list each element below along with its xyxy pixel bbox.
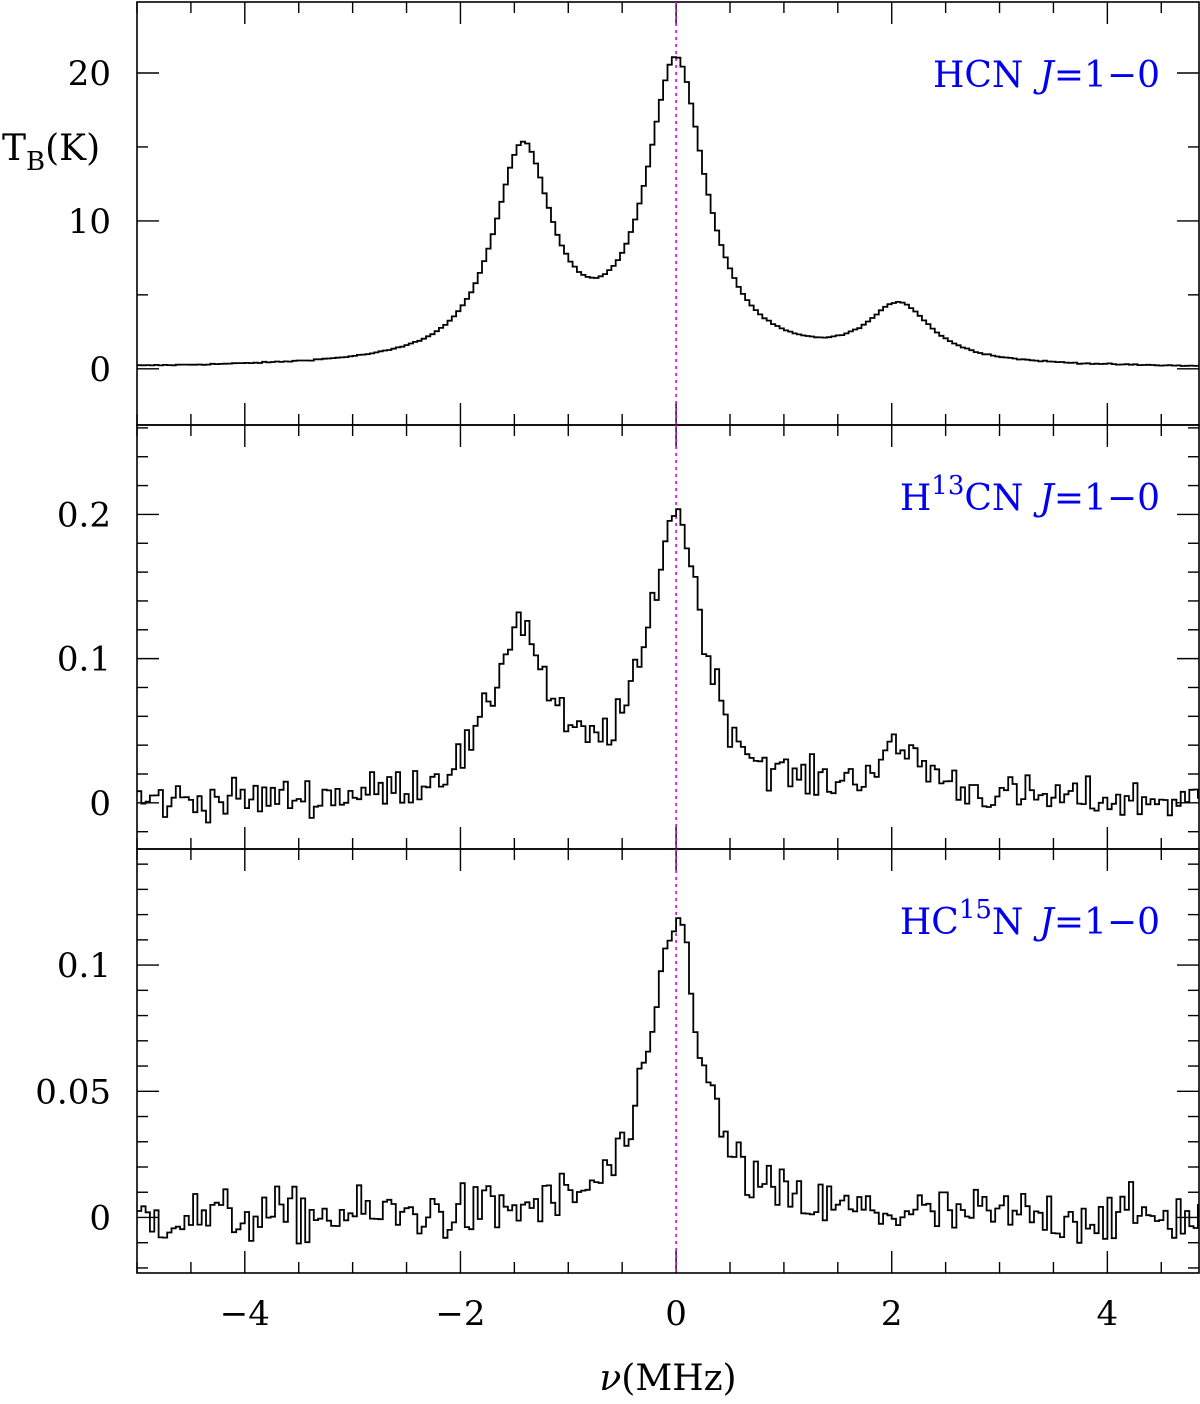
panel-2: 0 0.1 0.2 H13CN J=1−0 bbox=[57, 424, 1200, 850]
y-tick-label: 0.2 bbox=[57, 495, 111, 535]
panel-label: HCN J=1−0 bbox=[933, 55, 1160, 96]
spectrum-line bbox=[137, 917, 1199, 1245]
x-tick-label: 4 bbox=[1097, 1294, 1119, 1334]
y-tick-label: 0 bbox=[89, 784, 111, 824]
spectrum-line bbox=[137, 508, 1199, 824]
y-tick-label: 0.1 bbox=[57, 640, 111, 680]
x-tick-label: −2 bbox=[435, 1294, 485, 1334]
x-tick-label: −4 bbox=[220, 1294, 270, 1334]
y-axis-label: TB(K) bbox=[2, 128, 100, 177]
y-tick-label: 10 bbox=[68, 202, 111, 242]
x-tick-label: 0 bbox=[665, 1294, 687, 1334]
x-axis-label: ν(MHz) bbox=[599, 1358, 736, 1399]
x-tick-label: 2 bbox=[881, 1294, 903, 1334]
y-tick-label: 0 bbox=[89, 1198, 111, 1238]
y-tick-label: 0 bbox=[89, 350, 111, 390]
panel-frame bbox=[136, 848, 1200, 1274]
panel-1: 0 10 20 HCN J=1−0 bbox=[68, 1, 1200, 426]
panel-label: HC15N J=1−0 bbox=[900, 895, 1160, 943]
y-tick-label: 0.05 bbox=[35, 1072, 111, 1112]
panel-3: 0 0.05 0.1 HC15N J=1−0 −4 −2 0 2 4 bbox=[35, 848, 1200, 1334]
panel-label: H13CN J=1−0 bbox=[900, 471, 1160, 519]
y-tick-label: 20 bbox=[68, 54, 111, 94]
y-tick-label: 0.1 bbox=[57, 946, 111, 986]
spectrum-line bbox=[137, 56, 1199, 367]
